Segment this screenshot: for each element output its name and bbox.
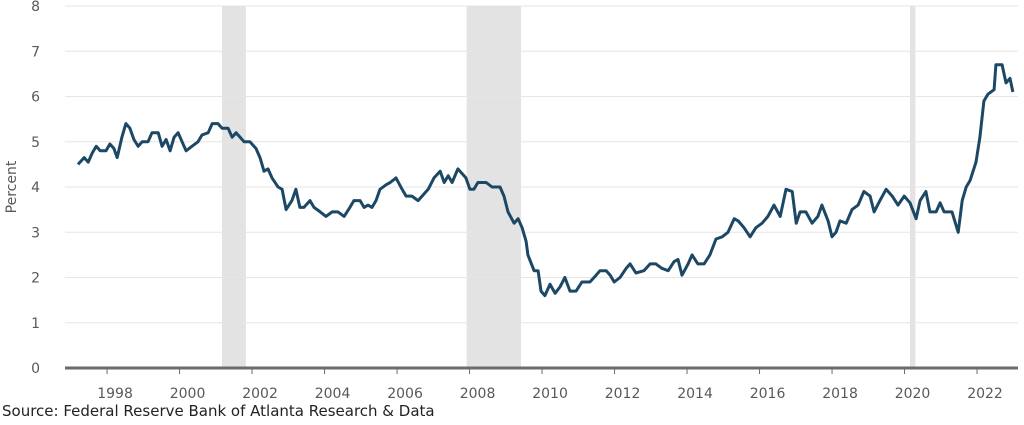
x-tick-label: 2008 — [460, 386, 496, 402]
x-tick-label: 2020 — [895, 386, 931, 402]
y-tick-label: 6 — [31, 90, 40, 106]
y-tick-label: 1 — [31, 316, 40, 332]
x-tick-label: 2010 — [532, 386, 568, 402]
y-tick-label: 8 — [31, 0, 40, 15]
y-tick-label: 2 — [31, 271, 40, 287]
x-tick-label: 2018 — [822, 386, 858, 402]
x-tick-label: 2000 — [170, 386, 206, 402]
x-tick-label: 2014 — [677, 386, 713, 402]
y-tick-label: 4 — [31, 180, 40, 196]
y-tick-label: 5 — [31, 135, 40, 151]
x-tick-label: 2004 — [315, 386, 351, 402]
y-axis-label: Percent — [4, 160, 20, 213]
y-tick-label: 7 — [31, 44, 40, 60]
x-tick-label: 2012 — [605, 386, 641, 402]
y-tick-label: 3 — [31, 225, 40, 241]
x-tick-label: 2022 — [967, 386, 1003, 402]
y-tick-label: 0 — [31, 361, 40, 377]
data-line — [76, 63, 1015, 298]
x-tick-label: 2002 — [242, 386, 278, 402]
x-tick-label: 2006 — [387, 386, 423, 402]
source-note: Source: Federal Reserve Bank of Atlanta … — [2, 402, 435, 420]
x-tick-label: 2016 — [750, 386, 786, 402]
x-tick-label: 1998 — [97, 386, 133, 402]
